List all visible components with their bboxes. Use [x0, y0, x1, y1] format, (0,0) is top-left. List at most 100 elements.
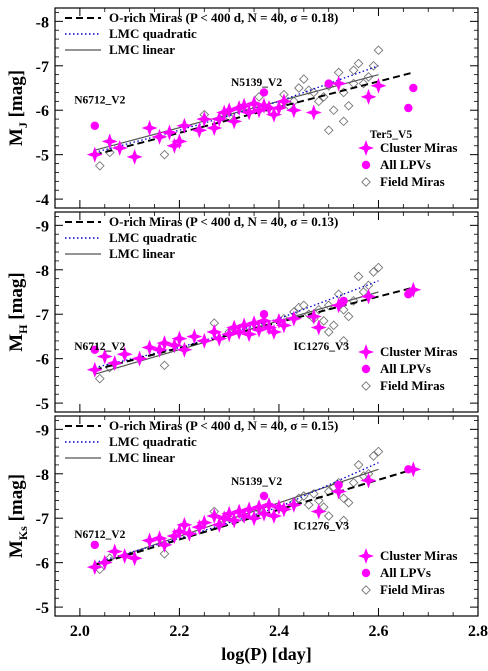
y-axis-label-unit: [mag]	[6, 474, 27, 526]
field-mira-point	[159, 548, 170, 559]
cluster-mira-point	[265, 324, 282, 340]
panel-2: -5 -6 -7 -8 -9 MH [mag] N6712_V2 IC1276_V3 O-ric…	[6, 211, 479, 413]
field-mira-point	[353, 460, 364, 470]
cluster-mira-point	[211, 330, 228, 347]
star-annotation: IC1276_V3	[293, 520, 349, 532]
cluster-mira-point	[256, 312, 273, 329]
cluster-mira-point	[116, 548, 133, 564]
all-lpv-point	[259, 310, 269, 319]
cluster-mira-point	[216, 510, 233, 527]
legend-orich-label: O-rich Miras (P < 400 d, N = 40, σ = 0.1…	[109, 10, 338, 25]
field-mira-point	[294, 83, 304, 93]
plot-frame	[54, 415, 479, 617]
cluster-mira-point	[231, 503, 248, 520]
star-annotation: N6712_V2	[74, 529, 125, 541]
field-mira-point	[368, 60, 379, 71]
cluster-mira-point	[265, 508, 282, 524]
field-mira-point	[343, 100, 354, 111]
legend-field-label: Field Miras	[380, 378, 445, 393]
cluster-mira-point	[260, 100, 277, 116]
cluster-mira-point	[260, 496, 277, 513]
cluster-mira-point	[166, 528, 183, 544]
cluster-mira-point	[86, 146, 103, 163]
field-mira-point	[94, 373, 105, 384]
field-mira-point	[348, 65, 359, 76]
y-tick-label: -5	[36, 148, 49, 165]
all-lpv-point	[339, 296, 348, 306]
cluster-mira-point	[96, 348, 113, 365]
y-tick-label: -8	[36, 14, 49, 31]
data-layer	[86, 446, 422, 576]
field-mira-point	[368, 267, 379, 277]
y-axis-label-subscript: Ks	[16, 526, 30, 540]
field-mira-point	[323, 125, 334, 136]
legend-cluster-label: Cluster Miras	[380, 140, 457, 155]
field-mira-point	[343, 497, 354, 508]
cluster-mira-point	[176, 516, 193, 533]
y-tick-label: -7	[36, 307, 49, 324]
cluster-mira-point	[221, 505, 238, 522]
y-axis-label: MJ [mag]	[6, 70, 30, 146]
cluster-mira-point	[166, 137, 183, 154]
field-mira-point	[368, 451, 379, 461]
cluster-mira-point	[106, 543, 123, 560]
legend-all-lpv-label: All LPVs	[380, 565, 431, 580]
panel-3: -5 -6 -7 -8 -9 2.0 2.2 2.4 2.6 2.8 MKs [mag] N6712_…	[6, 415, 488, 665]
legend-cluster-swatch	[358, 344, 374, 360]
cluster-mira-point	[360, 288, 377, 305]
cluster-mira-point	[161, 124, 178, 141]
cluster-mira-point	[106, 355, 123, 372]
field-mira-point	[338, 116, 349, 127]
lmc-quadratic-line	[94, 462, 379, 564]
all-lpv-point	[404, 465, 413, 474]
cluster-mira-point	[226, 319, 243, 336]
legend-linear-label: LMC linear	[109, 42, 175, 57]
y-axis-label-unit: [mag]	[6, 272, 27, 324]
cluster-mira-point	[305, 104, 322, 121]
cluster-mira-point	[191, 122, 208, 139]
legend-field-label: Field Miras	[380, 174, 445, 189]
cluster-mira-point	[171, 330, 188, 347]
cluster-mira-point	[236, 508, 253, 524]
cluster-mira-point	[241, 501, 258, 518]
y-tick-label: -6	[36, 352, 49, 369]
all-lpv-point	[90, 121, 100, 130]
y-tick-label: -7	[36, 59, 49, 76]
cluster-mira-point	[285, 102, 302, 119]
legend-all-lpv-label: All LPVs	[380, 157, 431, 172]
cluster-mira-point	[141, 532, 158, 549]
cluster-mira-point	[151, 128, 168, 145]
y-tick-label: -6	[36, 556, 49, 573]
x-axis-label: log(P) [day]	[221, 644, 311, 665]
cluster-mira-point	[141, 120, 158, 136]
cluster-mira-point	[151, 341, 168, 358]
x-tick-label: 2.8	[468, 623, 488, 640]
cluster-mira-point	[86, 559, 103, 576]
legend-all-lpv-swatch	[361, 160, 371, 170]
cluster-mira-point	[216, 104, 233, 121]
legend-quadratic-label: LMC quadratic	[109, 230, 197, 245]
plot-frame	[54, 7, 479, 209]
legend-cluster-swatch	[358, 548, 374, 564]
cluster-mira-point	[260, 319, 277, 336]
cluster-mira-point	[241, 104, 258, 121]
field-mira-point	[159, 149, 170, 160]
cluster-mira-point	[156, 536, 173, 553]
field-mira-point	[343, 311, 354, 322]
cluster-mira-point	[166, 337, 183, 354]
cluster-mira-point	[151, 530, 168, 547]
cluster-mira-point	[285, 310, 302, 327]
y-axis-label: MH [mag]	[6, 272, 30, 352]
cluster-mira-point	[310, 503, 327, 520]
field-mira-point	[348, 477, 359, 488]
cluster-mira-point	[226, 512, 243, 529]
legend-linear-label: LMC linear	[109, 246, 175, 261]
data-layer	[86, 262, 422, 384]
y-axis-label-symbol: M	[6, 540, 27, 558]
cluster-mira-point	[101, 133, 118, 150]
y-axis-label-unit: [mag]	[6, 70, 27, 122]
cluster-mira-point	[305, 308, 322, 325]
cluster-mira-point	[275, 317, 292, 334]
y-tick-label: -7	[36, 511, 49, 528]
